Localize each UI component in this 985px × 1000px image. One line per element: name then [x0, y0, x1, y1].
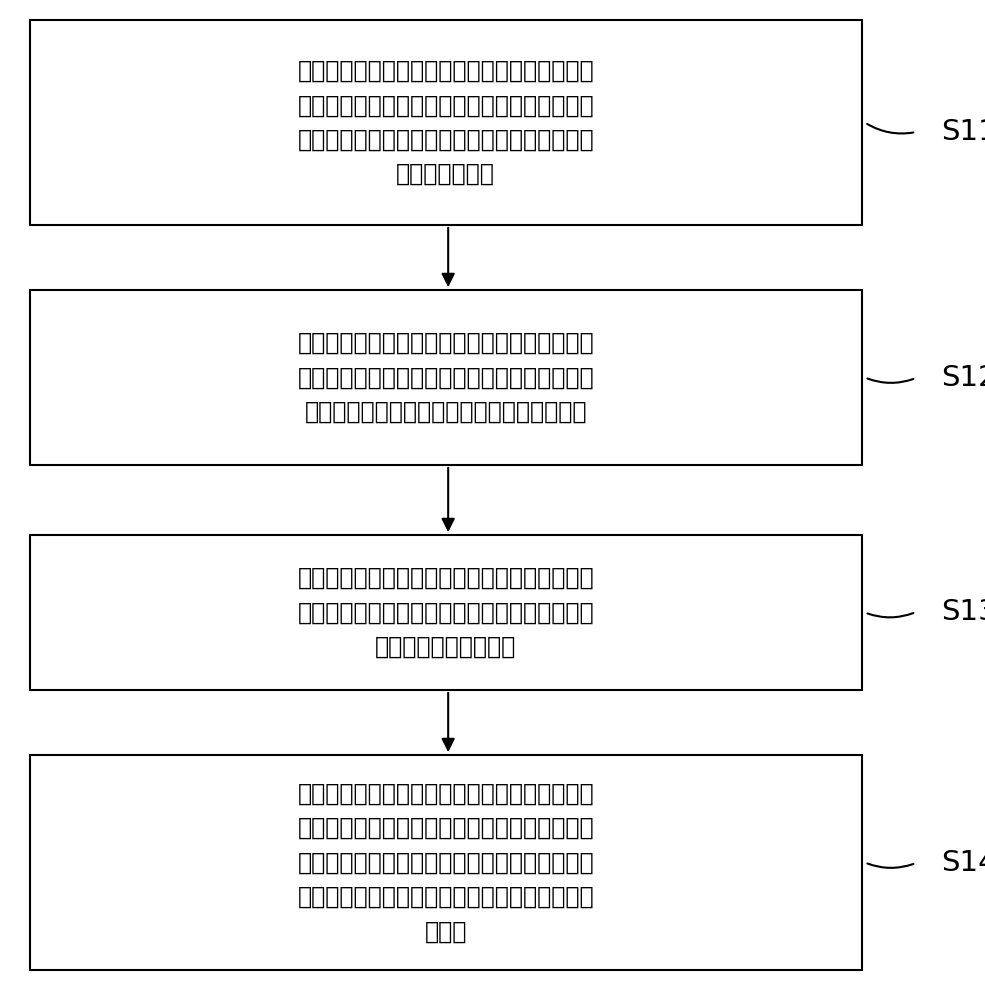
- Text: S120: S120: [941, 364, 985, 392]
- Text: S110: S110: [941, 118, 985, 146]
- Text: 通过所述数据分析单元依据所述各个进口车道的
放行状态信息和所述车流运行信息，计算出不同
交通场景中对应的绻灯损失时间，并将所述绻灯
损失时间通过所述数据通信单元: 通过所述数据分析单元依据所述各个进口车道的 放行状态信息和所述车流运行信息，计算…: [297, 782, 594, 943]
- Text: S130: S130: [941, 598, 985, 626]
- FancyBboxPatch shape: [30, 20, 862, 225]
- FancyBboxPatch shape: [30, 290, 862, 465]
- FancyBboxPatch shape: [30, 755, 862, 970]
- Text: 通过主控单元控制当前交叉口信号灯的运行状态
，及当交叉口信号灯的灯色发生变化时，依据交
叉口信号灯和车道对应关系，生成各个进口车道
的放行状态信息: 通过主控单元控制当前交叉口信号灯的运行状态 ，及当交叉口信号灯的灯色发生变化时，…: [297, 59, 594, 186]
- Text: S140: S140: [941, 849, 985, 877]
- Text: 通过数据交互控制单元接收所述各个进口车道的
放行状态信息，并将各个进口车道的放行状态信
息通过数据通信单元实时发送给数据分析单元: 通过数据交互控制单元接收所述各个进口车道的 放行状态信息，并将各个进口车道的放行…: [297, 331, 594, 424]
- Text: 通过交通流检测单元实时检测当前交叉口进口车
道上的车流运行信息，并将所述车流运行信息发
送给所述数据分析单元: 通过交通流检测单元实时检测当前交叉口进口车 道上的车流运行信息，并将所述车流运行…: [297, 566, 594, 659]
- FancyBboxPatch shape: [30, 535, 862, 690]
